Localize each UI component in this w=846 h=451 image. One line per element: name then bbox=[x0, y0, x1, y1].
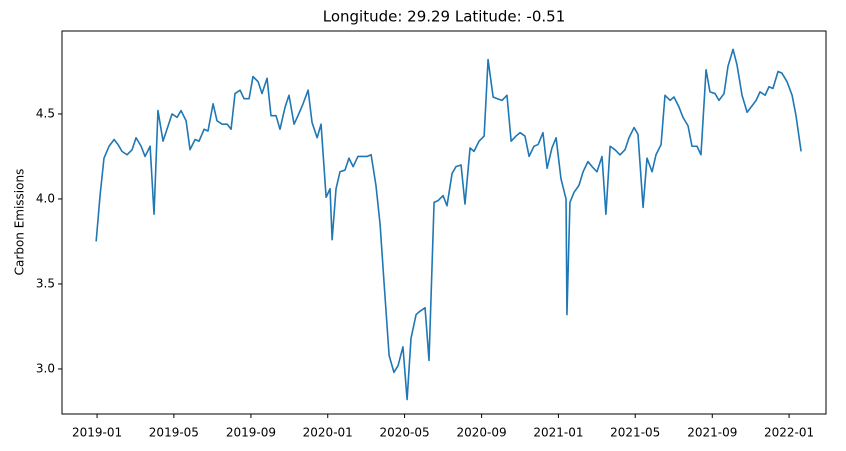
x-tick-label: 2020-05 bbox=[379, 426, 429, 440]
data-line bbox=[95, 48, 802, 401]
plot-frame bbox=[61, 30, 827, 415]
x-tick-label: 2022-01 bbox=[764, 426, 814, 440]
chart-title: Longitude: 29.29 Latitude: -0.51 bbox=[323, 8, 566, 26]
x-tick-label: 2019-01 bbox=[72, 426, 122, 440]
x-tick-label: 2020-01 bbox=[303, 426, 353, 440]
y-axis-label: Carbon Emissions bbox=[13, 169, 27, 276]
x-tick-label: 2019-05 bbox=[149, 426, 199, 440]
x-tick-label: 2019-09 bbox=[226, 426, 276, 440]
x-tick-label: 2021-09 bbox=[687, 426, 737, 440]
x-tick-label: 2020-09 bbox=[457, 426, 507, 440]
y-tick-label: 4.0 bbox=[36, 191, 55, 205]
y-tick-label: 4.5 bbox=[36, 106, 55, 120]
x-tick-label: 2021-05 bbox=[610, 426, 660, 440]
y-tick-label: 3.5 bbox=[36, 276, 55, 290]
y-tick-label: 3.0 bbox=[36, 361, 55, 375]
x-tick-label: 2021-01 bbox=[533, 426, 583, 440]
